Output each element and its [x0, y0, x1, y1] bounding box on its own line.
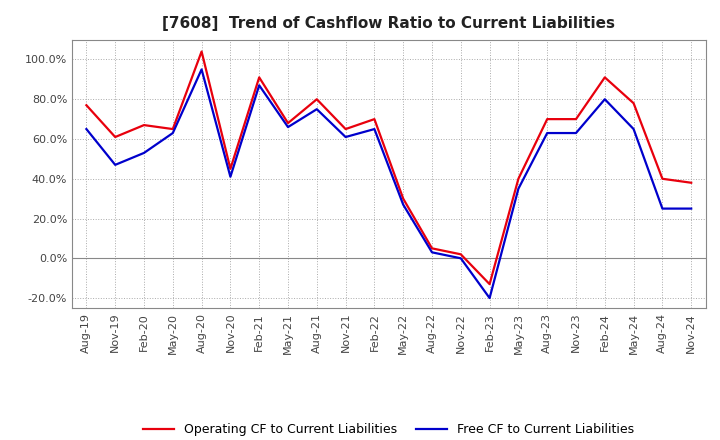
Free CF to Current Liabilities: [370, 126, 379, 132]
Operating CF to Current Liabilities: [428, 246, 436, 251]
Operating CF to Current Liabilities: [312, 97, 321, 102]
Operating CF to Current Liabilities: [629, 101, 638, 106]
Operating CF to Current Liabilities: [284, 121, 292, 126]
Free CF to Current Liabilities: [111, 162, 120, 168]
Free CF to Current Liabilities: [629, 126, 638, 132]
Free CF to Current Liabilities: [168, 130, 177, 136]
Free CF to Current Liabilities: [399, 202, 408, 207]
Free CF to Current Liabilities: [572, 130, 580, 136]
Free CF to Current Liabilities: [456, 256, 465, 261]
Free CF to Current Liabilities: [140, 150, 148, 156]
Free CF to Current Liabilities: [543, 130, 552, 136]
Operating CF to Current Liabilities: [140, 122, 148, 128]
Operating CF to Current Liabilities: [572, 117, 580, 122]
Operating CF to Current Liabilities: [514, 176, 523, 181]
Free CF to Current Liabilities: [341, 134, 350, 139]
Free CF to Current Liabilities: [514, 186, 523, 191]
Operating CF to Current Liabilities: [687, 180, 696, 185]
Free CF to Current Liabilities: [284, 125, 292, 130]
Free CF to Current Liabilities: [255, 83, 264, 88]
Operating CF to Current Liabilities: [226, 166, 235, 172]
Operating CF to Current Liabilities: [341, 126, 350, 132]
Free CF to Current Liabilities: [82, 126, 91, 132]
Operating CF to Current Liabilities: [168, 126, 177, 132]
Operating CF to Current Liabilities: [111, 134, 120, 139]
Title: [7608]  Trend of Cashflow Ratio to Current Liabilities: [7608] Trend of Cashflow Ratio to Curren…: [162, 16, 616, 32]
Free CF to Current Liabilities: [226, 174, 235, 180]
Operating CF to Current Liabilities: [399, 196, 408, 201]
Free CF to Current Liabilities: [312, 106, 321, 112]
Operating CF to Current Liabilities: [255, 75, 264, 80]
Free CF to Current Liabilities: [687, 206, 696, 211]
Free CF to Current Liabilities: [428, 249, 436, 255]
Operating CF to Current Liabilities: [658, 176, 667, 181]
Operating CF to Current Liabilities: [543, 117, 552, 122]
Free CF to Current Liabilities: [600, 97, 609, 102]
Operating CF to Current Liabilities: [456, 252, 465, 257]
Operating CF to Current Liabilities: [485, 282, 494, 287]
Operating CF to Current Liabilities: [600, 75, 609, 80]
Legend: Operating CF to Current Liabilities, Free CF to Current Liabilities: Operating CF to Current Liabilities, Fre…: [138, 418, 639, 440]
Free CF to Current Liabilities: [197, 67, 206, 72]
Operating CF to Current Liabilities: [370, 117, 379, 122]
Free CF to Current Liabilities: [485, 295, 494, 301]
Operating CF to Current Liabilities: [82, 103, 91, 108]
Line: Operating CF to Current Liabilities: Operating CF to Current Liabilities: [86, 51, 691, 284]
Line: Free CF to Current Liabilities: Free CF to Current Liabilities: [86, 70, 691, 298]
Operating CF to Current Liabilities: [197, 49, 206, 54]
Free CF to Current Liabilities: [658, 206, 667, 211]
